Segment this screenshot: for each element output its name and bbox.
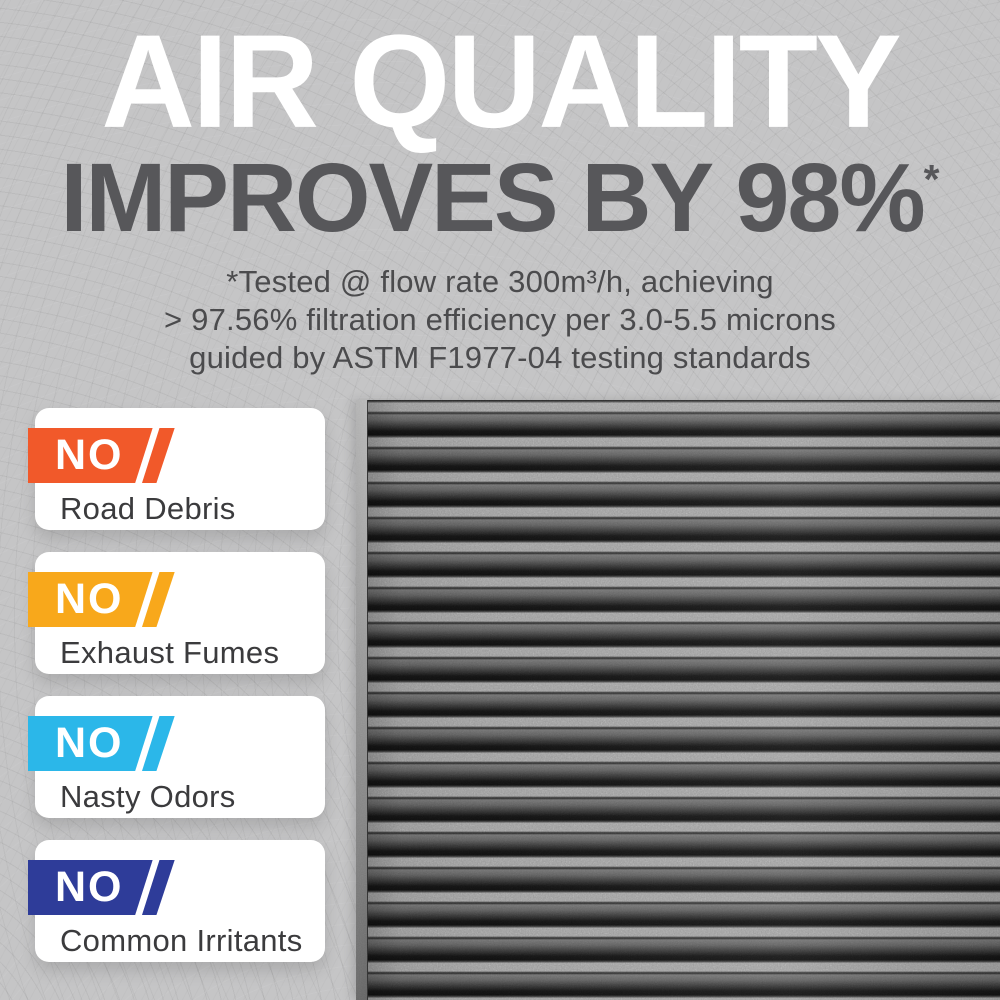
subtitle-text: IMPROVES BY 98% (60, 143, 926, 252)
no-badge: NO (28, 716, 180, 771)
no-badge: NO (28, 572, 180, 627)
footnote-marker: * (923, 156, 940, 202)
no-badge-label: NO (55, 719, 124, 767)
benefit-card-common-irritants: NO Common Irritants (28, 840, 325, 962)
benefit-card-road-debris: NO Road Debris (28, 408, 325, 530)
no-badge-flag (28, 572, 153, 627)
no-badge: NO (28, 860, 180, 915)
no-badge: NO (28, 428, 180, 483)
no-badge-flag (28, 860, 153, 915)
benefit-card-exhaust-fumes: NO Exhaust Fumes (28, 552, 325, 674)
no-badge-flag (28, 716, 153, 771)
benefit-card-nasty-odors: NO Nasty Odors (28, 696, 325, 818)
no-badge-label: NO (55, 863, 124, 911)
no-badge-flag (28, 428, 153, 483)
disclaimer-line-2: > 97.56% filtration efficiency per 3.0-5… (164, 302, 836, 337)
test-disclaimer: *Tested @ flow rate 300m³/h, achieving >… (0, 263, 1000, 377)
page-subtitle: IMPROVES BY 98%* (0, 149, 1000, 246)
page-title: AIR QUALITY (101, 6, 902, 156)
cabin-air-filter-photo (356, 400, 1000, 1000)
headline-block: AIR QUALITY IMPROVES BY 98%* *Tested @ f… (0, 0, 1000, 377)
filter-grain-overlay (356, 400, 1000, 1000)
benefit-label: Road Debris (60, 491, 236, 526)
no-badge-label: NO (55, 575, 124, 623)
benefit-card-list: NO Road Debris NO Exhaust Fumes NO Nasty… (28, 408, 325, 962)
benefit-label: Exhaust Fumes (60, 635, 280, 670)
benefit-label: Nasty Odors (60, 779, 236, 814)
benefit-label: Common Irritants (60, 923, 303, 958)
disclaimer-line-3: guided by ASTM F1977-04 testing standard… (189, 340, 811, 375)
disclaimer-line-1: *Tested @ flow rate 300m³/h, achieving (226, 264, 774, 299)
no-badge-label: NO (55, 431, 124, 479)
